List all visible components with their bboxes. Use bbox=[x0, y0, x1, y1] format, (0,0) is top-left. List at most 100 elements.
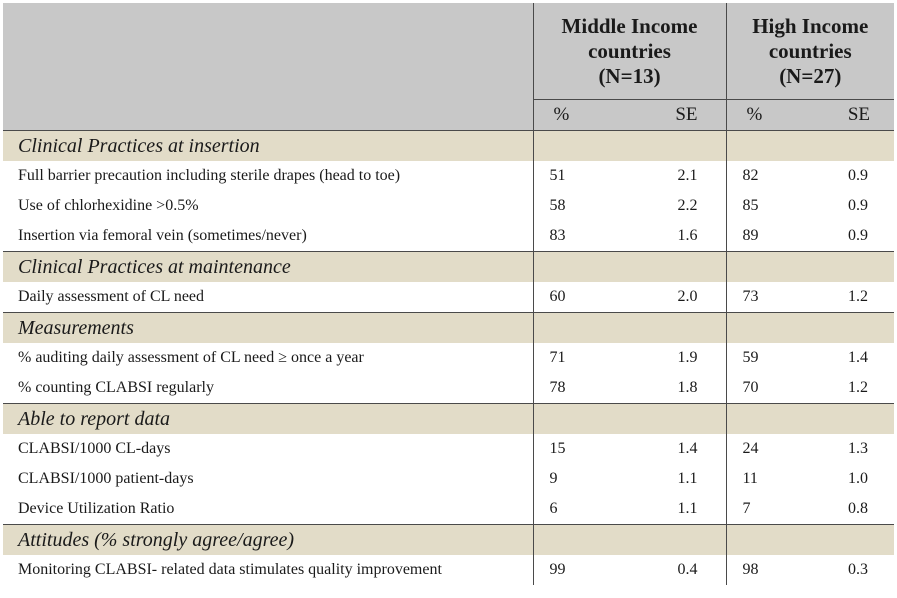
section-filler-cell bbox=[725, 130, 806, 161]
table-row: Insertion via femoral vein (sometimes/ne… bbox=[3, 221, 894, 252]
high-income-se: 0.9 bbox=[848, 167, 868, 184]
section-filler-cell bbox=[630, 524, 726, 555]
middle-income-se: 1.6 bbox=[677, 227, 698, 244]
header-high-income-line3: (N=27) bbox=[779, 63, 842, 88]
high-income-se: 0.9 bbox=[848, 197, 868, 214]
section-filler-cell bbox=[806, 312, 894, 343]
middle-income-pct: 9 bbox=[532, 464, 630, 494]
section-filler-cell bbox=[725, 403, 806, 434]
header-middle-income-line2: countries bbox=[588, 38, 671, 63]
row-label: Use of chlorhexidine >0.5% bbox=[18, 197, 199, 214]
header-mid-pct: % bbox=[532, 99, 630, 131]
header-middle-income-line3: (N=13) bbox=[598, 63, 661, 88]
high-income-se: 0.9 bbox=[848, 227, 868, 244]
section-filler-cell bbox=[532, 524, 630, 555]
section-row: Measurements bbox=[3, 312, 894, 343]
middle-income-se: 1.9 bbox=[677, 349, 698, 366]
section-filler-cell bbox=[806, 130, 894, 161]
middle-income-pct: 99 bbox=[532, 555, 630, 585]
section-filler-cell bbox=[532, 312, 630, 343]
row-label: Device Utilization Ratio bbox=[18, 500, 175, 517]
section-row: Attitudes (% strongly agree/agree) bbox=[3, 524, 894, 555]
high-income-se: 1.0 bbox=[848, 470, 868, 487]
middle-income-se: 2.0 bbox=[677, 288, 698, 305]
middle-income-se: 1.1 bbox=[677, 500, 698, 517]
high-income-se: 1.2 bbox=[848, 288, 868, 305]
header-middle-income-line1: Middle Income bbox=[561, 13, 698, 38]
table-row: Device Utilization Ratio 6 1.1 7 0.8 bbox=[3, 494, 894, 525]
table-row: Full barrier precaution including steril… bbox=[3, 161, 894, 191]
section-filler-cell bbox=[630, 312, 726, 343]
table-row: % counting CLABSI regularly 78 1.8 70 1.2 bbox=[3, 373, 894, 404]
section-row: Clinical Practices at maintenance bbox=[3, 251, 894, 282]
middle-income-pct: 78 bbox=[532, 373, 630, 404]
high-income-se: 1.3 bbox=[848, 440, 868, 457]
middle-income-pct: 6 bbox=[532, 494, 630, 525]
header-mid-se: SE bbox=[630, 99, 726, 131]
section-filler-cell bbox=[806, 251, 894, 282]
header-row-groups: Middle Income countries (N=13) High Inco… bbox=[3, 3, 894, 131]
middle-income-se: 1.8 bbox=[677, 379, 698, 396]
section-title: Attitudes (% strongly agree/agree) bbox=[3, 524, 533, 555]
high-income-pct: 89 bbox=[725, 221, 806, 252]
middle-income-pct: 15 bbox=[532, 434, 630, 464]
section-filler-cell bbox=[630, 130, 726, 161]
section-filler-cell bbox=[806, 403, 894, 434]
middle-income-se: 2.1 bbox=[677, 167, 698, 184]
section-filler-cell bbox=[630, 251, 726, 282]
high-income-pct: 24 bbox=[725, 434, 806, 464]
high-income-pct: 98 bbox=[725, 555, 806, 585]
table-row: Daily assessment of CL need 60 2.0 73 1.2 bbox=[3, 282, 894, 313]
section-title: Clinical Practices at insertion bbox=[3, 130, 533, 161]
section-filler-cell bbox=[725, 524, 806, 555]
section-title: Measurements bbox=[3, 312, 533, 343]
high-income-pct: 82 bbox=[725, 161, 806, 191]
table-row: CLABSI/1000 patient-days 9 1.1 11 1.0 bbox=[3, 464, 894, 494]
row-label: CLABSI/1000 CL-days bbox=[18, 440, 171, 457]
table-row: CLABSI/1000 CL-days 15 1.4 24 1.3 bbox=[3, 434, 894, 464]
middle-income-se: 0.4 bbox=[677, 561, 698, 578]
section-filler-cell bbox=[725, 312, 806, 343]
section-filler-cell bbox=[806, 524, 894, 555]
table-row: % auditing daily assessment of CL need ≥… bbox=[3, 343, 894, 373]
section-title: Able to report data bbox=[3, 403, 533, 434]
table-row: Use of chlorhexidine >0.5% 58 2.2 85 0.9 bbox=[3, 191, 894, 221]
middle-income-pct: 58 bbox=[532, 191, 630, 221]
header-middle-income: Middle Income countries (N=13) bbox=[532, 3, 726, 100]
header-high-income-line2: countries bbox=[768, 38, 852, 63]
middle-income-se: 1.1 bbox=[677, 470, 698, 487]
table-row: Monitoring CLABSI- related data stimulat… bbox=[3, 555, 894, 585]
middle-income-se: 2.2 bbox=[677, 197, 698, 214]
middle-income-pct: 83 bbox=[532, 221, 630, 252]
high-income-pct: 11 bbox=[725, 464, 806, 494]
section-filler-cell bbox=[532, 251, 630, 282]
section-row: Clinical Practices at insertion bbox=[3, 130, 894, 161]
high-income-pct: 73 bbox=[725, 282, 806, 313]
header-high-income: High Income countries (N=27) bbox=[725, 3, 894, 100]
high-income-se: 1.2 bbox=[848, 379, 868, 396]
row-label: Daily assessment of CL need bbox=[18, 288, 205, 305]
high-income-se: 1.4 bbox=[848, 349, 868, 366]
row-label: Monitoring CLABSI- related data stimulat… bbox=[18, 561, 442, 578]
high-income-pct: 59 bbox=[725, 343, 806, 373]
high-income-se: 0.3 bbox=[848, 561, 868, 578]
header-high-se: SE bbox=[806, 99, 894, 131]
section-filler-cell bbox=[532, 403, 630, 434]
row-label: Full barrier precaution including steril… bbox=[18, 167, 401, 184]
survey-table: Middle Income countries (N=13) High Inco… bbox=[3, 3, 894, 585]
section-title: Clinical Practices at maintenance bbox=[3, 251, 533, 282]
header-high-income-line1: High Income bbox=[752, 13, 869, 38]
row-label: % auditing daily assessment of CL need ≥… bbox=[18, 349, 364, 366]
section-filler-cell bbox=[532, 130, 630, 161]
row-label: Insertion via femoral vein (sometimes/ne… bbox=[18, 227, 307, 244]
high-income-pct: 85 bbox=[725, 191, 806, 221]
header-row-measures: % SE % SE bbox=[3, 99, 894, 131]
middle-income-pct: 60 bbox=[532, 282, 630, 313]
section-filler-cell bbox=[725, 251, 806, 282]
row-label: CLABSI/1000 patient-days bbox=[18, 470, 194, 487]
middle-income-pct: 51 bbox=[532, 161, 630, 191]
header-high-pct: % bbox=[725, 99, 806, 131]
section-row: Able to report data bbox=[3, 403, 894, 434]
middle-income-pct: 71 bbox=[532, 343, 630, 373]
high-income-pct: 70 bbox=[725, 373, 806, 404]
